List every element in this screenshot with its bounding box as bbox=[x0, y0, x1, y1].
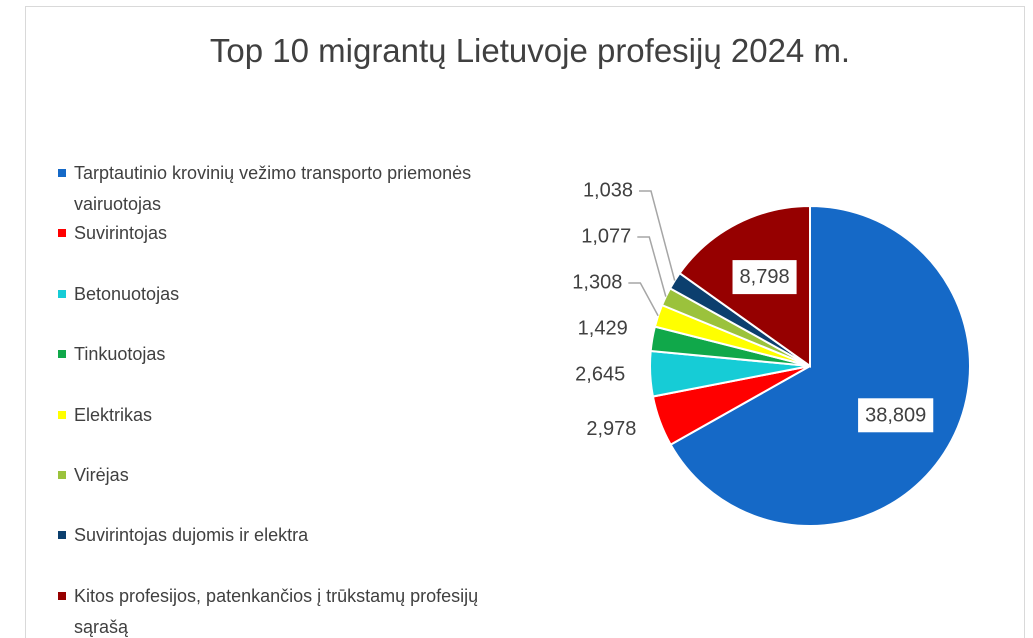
data-label: 1,308 bbox=[572, 271, 622, 293]
legend-item: Tinkuotojas bbox=[58, 339, 498, 370]
chart-frame bbox=[25, 6, 1025, 638]
legend-swatch bbox=[58, 169, 66, 177]
legend-label: Suvirintojas dujomis ir elektra bbox=[74, 525, 309, 546]
legend-item: Virėjas bbox=[58, 460, 498, 491]
legend-label: Suvirintojas bbox=[74, 223, 168, 244]
leader-line bbox=[639, 190, 676, 281]
legend-swatch bbox=[58, 591, 66, 600]
pie-slice bbox=[669, 204, 971, 527]
chart-title: Top 10 migrantų Lietuvoje profesijų 2024… bbox=[209, 32, 851, 69]
legend-item: Tarptautinio krovinių vežimo transporto … bbox=[58, 158, 498, 220]
data-label-box bbox=[858, 398, 934, 433]
data-label: 1,038 bbox=[583, 179, 633, 201]
legend-item: Kitos profesijos, patenkančios į trūksta… bbox=[58, 581, 498, 638]
data-label: 38,809 bbox=[865, 404, 926, 426]
legend-swatch bbox=[58, 531, 66, 540]
data-label: 1,429 bbox=[578, 317, 628, 339]
data-label-box bbox=[732, 260, 797, 295]
data-label: 8,798 bbox=[740, 266, 790, 288]
legend-swatch bbox=[58, 350, 66, 359]
leader-line bbox=[628, 282, 659, 317]
legend-label: Kitos profesijos, patenkančios į trūksta… bbox=[74, 585, 479, 637]
legend-swatch bbox=[58, 289, 66, 298]
legend-swatch bbox=[58, 471, 66, 479]
legend-item: Suvirintojas bbox=[58, 218, 498, 249]
legend-label: Tarptautinio krovinių vežimo transporto … bbox=[74, 163, 472, 214]
data-label: 1,077 bbox=[581, 225, 631, 247]
legend-label: Elektrikas bbox=[74, 404, 153, 425]
legend-item: Elektrikas bbox=[58, 400, 498, 431]
data-label: 2,645 bbox=[575, 363, 625, 385]
legend-label: Virėjas bbox=[74, 465, 129, 485]
legend-item: Suvirintojas dujomis ir elektra bbox=[58, 520, 498, 551]
legend-swatch bbox=[58, 410, 66, 419]
legend-swatch bbox=[58, 229, 66, 238]
data-label: 2,978 bbox=[586, 418, 636, 440]
legend-label: Tinkuotojas bbox=[74, 344, 166, 365]
legend-label: Betonuotojas bbox=[74, 283, 180, 304]
legend-item: Betonuotojas bbox=[58, 279, 498, 310]
leader-line bbox=[637, 236, 667, 297]
